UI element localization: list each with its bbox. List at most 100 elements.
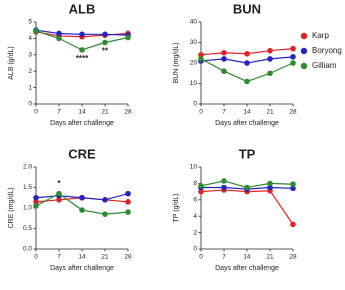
y-tick-label: 2 — [193, 229, 197, 236]
data-point — [267, 70, 273, 77]
data-point — [125, 209, 131, 215]
x-tick-label: 14 — [78, 109, 86, 116]
data-point — [79, 207, 85, 213]
data-point — [102, 31, 108, 38]
data-point — [198, 56, 204, 62]
data-point — [290, 45, 296, 52]
data-point — [267, 56, 273, 62]
x-axis-label: Days after challenge — [215, 120, 279, 127]
data-point — [198, 183, 204, 189]
x-tick-label: 7 — [57, 109, 61, 116]
data-point — [267, 47, 273, 54]
panel-title: TP — [239, 146, 256, 161]
y-tick-label: 30 — [190, 39, 198, 46]
y-tick-label: 10 — [190, 80, 198, 87]
data-point — [102, 211, 108, 217]
data-point — [102, 39, 108, 46]
legend-label: Karp — [312, 31, 329, 40]
x-tick-label: 0 — [199, 254, 203, 261]
y-tick-label: 3 — [28, 52, 32, 59]
y-axis-label: TP (g/dL) — [173, 193, 180, 222]
data-point — [125, 34, 131, 41]
x-tick-label: 7 — [222, 254, 226, 261]
data-point — [290, 185, 296, 192]
data-point — [221, 56, 227, 62]
data-point — [244, 50, 250, 57]
data-point — [290, 54, 296, 60]
data-point — [33, 194, 39, 201]
panel-title: ALB — [69, 1, 96, 16]
y-tick-label: 6 — [193, 197, 197, 204]
y-tick-label: 1 — [28, 84, 32, 91]
y-tick-label: 2.0 — [23, 164, 32, 171]
y-tick-label: 4 — [193, 213, 197, 220]
x-tick-label: 0 — [34, 254, 38, 261]
data-point — [290, 181, 296, 188]
data-point — [102, 197, 108, 203]
x-tick-label: 21 — [101, 109, 109, 116]
x-tick-label: 0 — [199, 109, 203, 116]
y-tick-label: 1.0 — [23, 205, 32, 212]
data-point — [221, 184, 227, 191]
y-tick-label: 20 — [190, 60, 198, 67]
data-point — [79, 31, 85, 38]
data-point — [221, 68, 227, 74]
data-point — [290, 221, 296, 228]
x-tick-label: 28 — [124, 254, 132, 261]
series-line — [200, 189, 294, 225]
data-point — [125, 190, 131, 197]
y-tick-label: 8 — [193, 180, 197, 187]
x-tick-label: 21 — [266, 254, 274, 261]
legend-marker — [300, 62, 308, 70]
data-point — [244, 60, 250, 66]
legend-label: Boryong — [312, 46, 342, 55]
x-tick-label: 21 — [266, 109, 274, 116]
panel-title: BUN — [233, 1, 261, 16]
data-point — [198, 188, 204, 195]
y-tick-label: 0 — [28, 101, 32, 108]
y-tick-label: 4 — [28, 35, 32, 42]
y-tick-label: 0 — [193, 101, 197, 108]
x-tick-label: 28 — [289, 254, 297, 261]
y-axis-label: BUN (mg/dL) — [173, 43, 180, 84]
panel-title: CRE — [68, 146, 96, 161]
y-tick-label: 40 — [190, 19, 198, 26]
x-tick-label: 14 — [78, 254, 86, 261]
x-axis-label: Days after challenge — [50, 265, 114, 272]
data-point — [56, 190, 62, 197]
legend-label: Gilliam — [312, 61, 337, 70]
y-tick-label: 0.0 — [23, 246, 32, 253]
data-point — [56, 197, 62, 203]
x-tick-label: 7 — [222, 109, 226, 116]
x-axis-label: Days after challenge — [50, 120, 114, 127]
data-point — [244, 78, 250, 85]
data-point — [267, 180, 273, 187]
x-axis-label: Days after challenge — [215, 265, 279, 272]
legend-marker — [300, 32, 308, 40]
data-point — [79, 194, 85, 201]
data-point — [33, 203, 39, 209]
significance-mark: * — [57, 179, 61, 188]
x-tick-label: 14 — [243, 109, 251, 116]
x-tick-label: 21 — [101, 254, 109, 261]
legend-marker — [300, 47, 308, 55]
y-tick-label: 2 — [28, 68, 32, 75]
significance-mark: ** — [102, 47, 109, 56]
data-point — [244, 184, 250, 191]
data-point — [198, 52, 204, 58]
x-tick-label: 7 — [57, 254, 61, 261]
data-point — [56, 30, 62, 37]
y-axis-label: ALB (g/dL) — [8, 46, 15, 79]
data-point — [267, 184, 273, 191]
data-point — [56, 35, 62, 42]
significance-mark: **** — [76, 54, 89, 63]
y-tick-label: 1.5 — [23, 184, 32, 191]
y-tick-label: 0.5 — [23, 225, 32, 232]
x-tick-label: 0 — [34, 109, 38, 116]
data-point — [79, 47, 85, 53]
y-tick-label: 5 — [28, 19, 32, 26]
data-point — [221, 49, 227, 56]
y-tick-label: 10 — [190, 164, 198, 171]
y-tick-label: 0 — [193, 246, 197, 253]
